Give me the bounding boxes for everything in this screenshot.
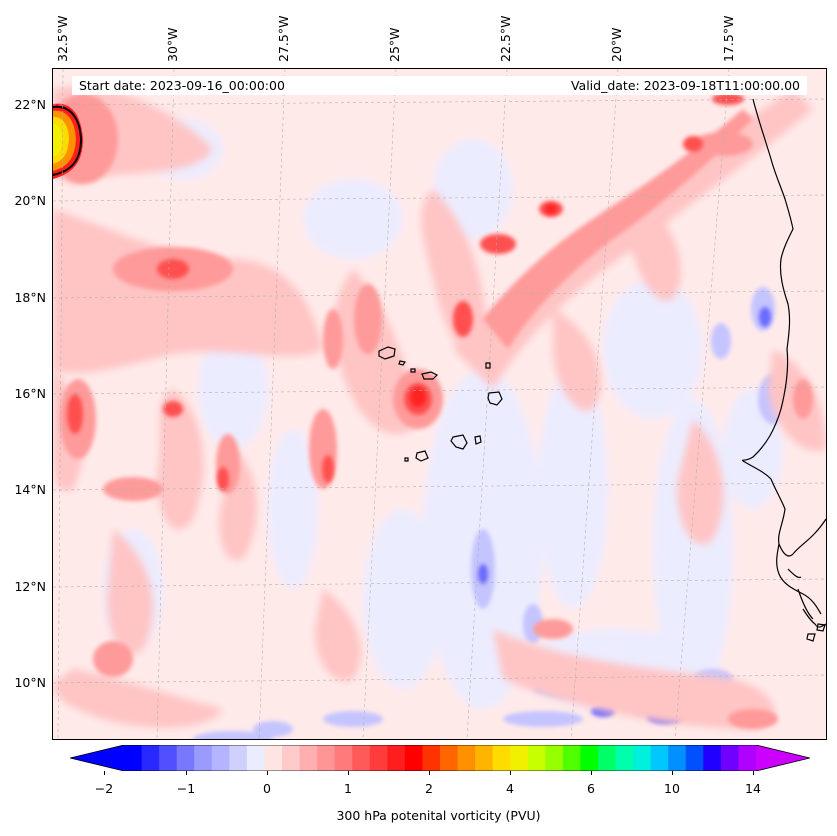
pv-maximum-west	[53, 103, 83, 179]
lat-label-16n: 16°N	[14, 386, 46, 401]
colorbar-segment	[475, 745, 494, 771]
cb-tickmark-4	[429, 771, 430, 775]
colorbar-segment	[404, 745, 423, 771]
colorbar-segment	[299, 745, 318, 771]
colorbar-segment	[194, 745, 213, 771]
colorbar-segment	[703, 745, 722, 771]
peak-pv-core	[410, 204, 557, 407]
colorbar-segment	[527, 745, 546, 771]
colorbar-segment	[422, 745, 441, 771]
colorbar-segment	[352, 745, 371, 771]
cb-tickmark-6	[591, 771, 592, 775]
date-info-bar: Start date: 2023-09-16_00:00:00 Valid_da…	[72, 76, 807, 95]
colorbar-segment	[369, 745, 388, 771]
cb-tickmark-7	[672, 771, 673, 775]
colorbar-segment	[229, 745, 248, 771]
colorbar-segment	[282, 745, 301, 771]
colorbar-segment	[720, 745, 739, 771]
lon-label-27-5w: 27.5°W	[276, 15, 291, 62]
africa-coastline	[741, 98, 826, 642]
lat-label-22n: 22°N	[14, 97, 46, 112]
colorbar-segment	[650, 745, 669, 771]
cb-tick-label-7: 10	[664, 781, 680, 796]
lat-label-18n: 18°N	[14, 290, 46, 305]
cb-tick-label-2: 0	[263, 781, 271, 796]
colorbar-segment	[668, 745, 687, 771]
colorbar-segment	[124, 745, 143, 771]
colorbar-segment	[440, 745, 459, 771]
cb-tick-label-5: 4	[506, 781, 514, 796]
colorbar-segment	[633, 745, 652, 771]
colorbar-segment	[317, 745, 336, 771]
lat-label-12n: 12°N	[14, 579, 46, 594]
pv-field-map	[53, 69, 826, 739]
colorbar-segment	[141, 745, 160, 771]
graticule	[53, 69, 826, 739]
lon-label-30w: 30°W	[165, 27, 180, 62]
colorbar-segment	[387, 745, 406, 771]
lat-label-10n: 10°N	[14, 675, 46, 690]
colorbar-segment	[562, 745, 581, 771]
lat-label-14n: 14°N	[14, 482, 46, 497]
cb-tick-label-0: −2	[94, 781, 114, 796]
lat-label-20n: 20°N	[14, 193, 46, 208]
start-date-label: Start date: 2023-09-16_00:00:00	[79, 78, 285, 93]
valid-date-label: Valid_date: 2023-09-18T11:00:00.00	[570, 78, 800, 93]
colorbar	[70, 745, 810, 771]
colorbar-segment	[176, 745, 195, 771]
colorbar-segment	[598, 745, 617, 771]
lon-label-20w: 20°W	[609, 27, 624, 62]
high-pv-regions	[67, 93, 744, 491]
colorbar-segment	[457, 745, 476, 771]
lon-label-22-5w: 22.5°W	[498, 15, 513, 62]
colorbar-segment	[580, 745, 599, 771]
cb-tickmark-0	[104, 771, 105, 775]
colorbar-segment	[492, 745, 511, 771]
colorbar-under-arrow	[70, 745, 124, 771]
cb-tickmark-1	[186, 771, 187, 775]
colorbar-segment	[264, 745, 283, 771]
cb-tick-label-3: 1	[344, 781, 352, 796]
lon-label-32-5w: 32.5°W	[55, 15, 70, 62]
cb-tickmark-5	[510, 771, 511, 775]
lon-label-25w: 25°W	[387, 27, 402, 62]
cb-tickmark-8	[753, 771, 754, 775]
colorbar-segment	[211, 745, 230, 771]
cb-tick-label-1: −1	[176, 781, 196, 796]
map-panel[interactable]	[52, 68, 827, 740]
cape-verde-islands	[378, 346, 503, 462]
cb-tick-label-4: 2	[425, 781, 433, 796]
colorbar-segment	[685, 745, 704, 771]
colorbar-segment	[510, 745, 529, 771]
colorbar-segment	[334, 745, 353, 771]
lon-label-17-5w: 17.5°W	[721, 15, 736, 62]
colorbar-over-arrow	[756, 745, 810, 771]
colorbar-segment	[159, 745, 178, 771]
colorbar-segment	[615, 745, 634, 771]
cb-tick-label-8: 14	[745, 781, 761, 796]
cb-tickmark-3	[348, 771, 349, 775]
cb-tick-label-6: 6	[587, 781, 595, 796]
cb-tickmark-2	[267, 771, 268, 775]
colorbar-segment	[738, 745, 757, 771]
colorbar-segment	[545, 745, 564, 771]
colorbar-segment	[246, 745, 265, 771]
colorbar-label: 300 hPa potenital vorticity (PVU)	[336, 808, 541, 823]
